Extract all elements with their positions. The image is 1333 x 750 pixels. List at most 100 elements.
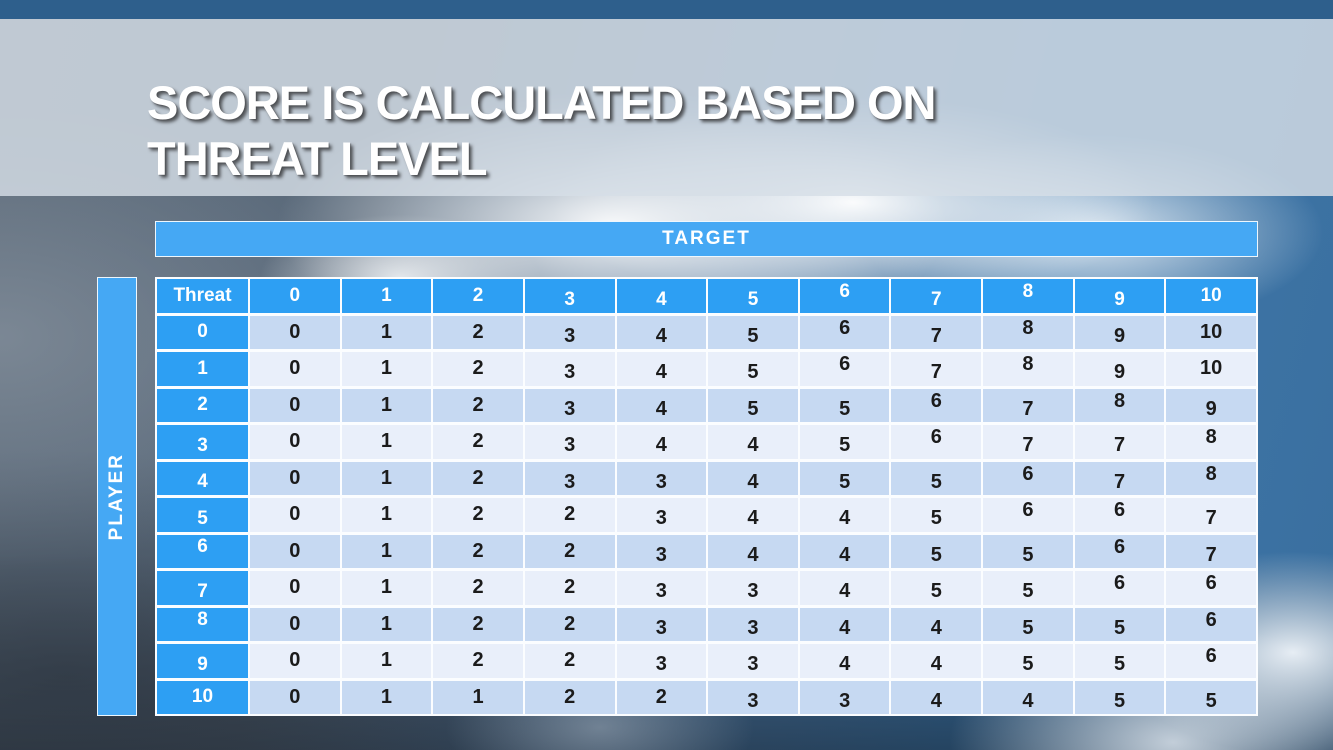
matrix-cell: 5 [983,571,1073,605]
matrix-cell: 4 [891,680,982,714]
matrix-cell: 2 [433,571,523,605]
matrix-cell: 3 [708,680,798,714]
matrix-cell: 4 [616,352,707,386]
matrix-cell: 6 [1166,644,1256,678]
matrix-cell: 9 [1166,388,1256,422]
matrix-cell: 5 [708,315,798,349]
matrix-column-header: 3 [524,279,615,313]
matrix-cell: 2 [524,534,615,568]
matrix-cell: 2 [433,461,523,495]
matrix-cell: 3 [616,498,707,532]
matrix-cell: 4 [891,607,982,641]
matrix-cell: 4 [616,425,707,459]
matrix-cell: 4 [708,425,798,459]
matrix-cell: 6 [1074,534,1165,568]
matrix-cell: 6 [1166,607,1256,641]
matrix-cell: 7 [983,388,1073,422]
matrix-cell: 3 [524,388,615,422]
matrix-cell: 4 [799,644,890,678]
matrix-column-header: 4 [616,279,707,313]
matrix-cell: 4 [799,498,890,532]
matrix-column-header: 9 [1074,279,1165,313]
matrix-cell: 5 [708,388,798,422]
matrix-cell: 2 [524,498,615,532]
matrix-cell: 7 [1074,425,1165,459]
matrix-cell: 7 [891,315,982,349]
matrix-row-header: 3 [157,425,248,459]
matrix-cell: 1 [341,425,432,459]
matrix-cell: 5 [891,534,982,568]
matrix-cell: 5 [983,607,1073,641]
matrix-row-header: 2 [157,388,248,422]
matrix-cell: 9 [1074,352,1165,386]
title-band: SCORE IS CALCULATED BASED ON THREAT LEVEL [0,19,1333,196]
matrix-cell: 3 [524,315,615,349]
matrix-cell: 1 [341,498,432,532]
player-axis-label: PLAYER [106,452,127,541]
matrix-cell: 5 [891,571,982,605]
matrix-column-header: 1 [341,279,432,313]
matrix-column-header: 2 [433,279,523,313]
matrix-cell: 5 [983,534,1073,568]
matrix-cell: 1 [341,315,432,349]
matrix-cell: 2 [433,498,523,532]
matrix-cell: 6 [799,315,890,349]
matrix-cell: 7 [1166,498,1256,532]
matrix-corner-header: Threat [157,279,248,313]
matrix-cell: 3 [616,461,707,495]
matrix-cell: 0 [250,461,340,495]
matrix-cell: 1 [341,461,432,495]
matrix-cell: 5 [1074,607,1165,641]
matrix-cell: 8 [983,352,1073,386]
matrix-cell: 0 [250,607,340,641]
matrix-cell: 3 [524,352,615,386]
matrix-cell: 4 [708,461,798,495]
matrix-cell: 5 [891,461,982,495]
matrix-column-header: 10 [1166,279,1256,313]
score-matrix-table: Threat 0 1 2 3 4 5 6 7 8 9 10 0 0 1 2 3 4 5 6 7 8 9 10 1 0 1 2 3 4 5 6 7… [155,277,1258,716]
matrix-cell: 3 [616,534,707,568]
matrix-cell: 10 [1166,315,1256,349]
matrix-cell: 2 [433,352,523,386]
matrix-cell: 2 [433,425,523,459]
matrix-cell: 0 [250,644,340,678]
matrix-row-header: 8 [157,607,248,641]
matrix-cell: 1 [341,388,432,422]
matrix-column-header: 0 [250,279,340,313]
matrix-cell: 0 [250,498,340,532]
matrix-cell: 5 [708,352,798,386]
matrix-cell: 1 [341,352,432,386]
matrix-cell: 5 [799,388,890,422]
matrix-row-header: 0 [157,315,248,349]
matrix-cell: 5 [1074,644,1165,678]
matrix-cell: 3 [708,607,798,641]
matrix-cell: 3 [708,644,798,678]
matrix-cell: 7 [983,425,1073,459]
matrix-cell: 6 [983,498,1073,532]
matrix-cell: 0 [250,571,340,605]
matrix-cell: 2 [433,644,523,678]
matrix-cell: 5 [799,425,890,459]
matrix-cell: 5 [891,498,982,532]
matrix-cell: 2 [524,571,615,605]
matrix-cell: 4 [983,680,1073,714]
matrix-cell: 6 [891,388,982,422]
matrix-row-header: 6 [157,534,248,568]
matrix-cell: 7 [1166,534,1256,568]
matrix-cell: 2 [433,534,523,568]
matrix-cell: 4 [708,498,798,532]
matrix-cell: 0 [250,680,340,714]
top-accent-bar [0,0,1333,19]
matrix-cell: 3 [524,425,615,459]
matrix-cell: 1 [341,534,432,568]
slide-title: SCORE IS CALCULATED BASED ON THREAT LEVEL [147,75,936,187]
matrix-cell: 3 [616,644,707,678]
matrix-column-header: 8 [983,279,1073,313]
matrix-cell: 5 [1166,680,1256,714]
matrix-cell: 2 [616,680,707,714]
matrix-cell: 4 [799,607,890,641]
matrix-cell: 6 [1074,498,1165,532]
matrix-cell: 6 [799,352,890,386]
matrix-cell: 4 [616,315,707,349]
